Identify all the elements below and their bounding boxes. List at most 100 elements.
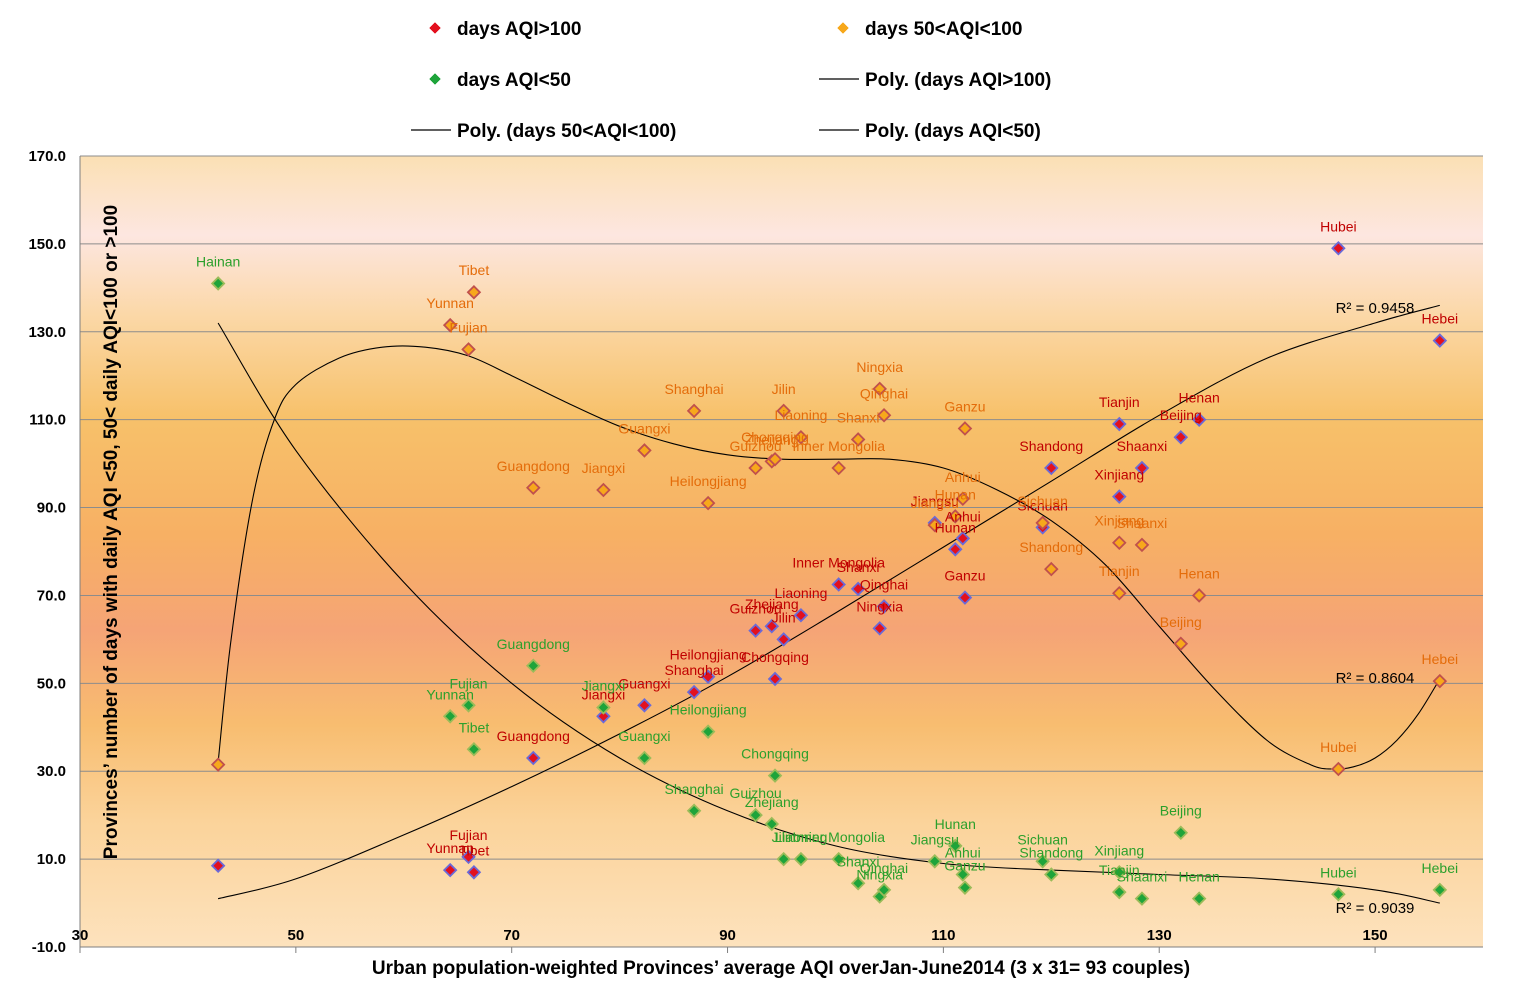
point-label: Beijing <box>1160 614 1202 630</box>
point-days-aqi-100-xinjiang <box>1112 489 1127 504</box>
point-label: Henan <box>1179 390 1220 406</box>
point-label: Jilin <box>772 829 796 845</box>
point-days-50-aqi-100-jiangsu <box>927 517 943 533</box>
point-label: Inner Mongolia <box>792 438 885 454</box>
point-days-aqi-100-jiangxi <box>596 709 611 724</box>
point-days-aqi-100-tianjin <box>1112 416 1127 432</box>
point-label: Ganzu <box>944 398 985 414</box>
point-days-aqi-100-qinghai <box>876 599 892 614</box>
x-tick-label: 50 <box>288 927 305 944</box>
legend-label: days 50<AQI<100 <box>865 19 1022 40</box>
point-days-aqi-100-hubei <box>1331 241 1346 256</box>
point-label: Hunan <box>935 816 976 832</box>
point-label: Shandong <box>1019 539 1083 555</box>
point-label: Shaanxi <box>1117 869 1168 885</box>
point-label: Hebei <box>1422 651 1459 667</box>
plot-area <box>80 156 1483 947</box>
y-tick-label: 90.0 <box>37 500 66 517</box>
point-days-aqi-100-shanghai <box>686 684 702 700</box>
point-label: Tianjin <box>1099 394 1140 410</box>
point-label: Jilin <box>772 609 796 625</box>
point-label: Tianjin <box>1099 862 1140 878</box>
legend-label: Poly. (days AQI>100) <box>865 70 1051 91</box>
trendline-poly-days-50-aqi-100 <box>217 345 1441 770</box>
point-label: Hainan <box>196 253 240 269</box>
point-label: Hubei <box>1320 739 1357 755</box>
point-label: Zhejiang <box>745 431 799 447</box>
point-label: Shanxi <box>837 853 880 869</box>
point-days-aqi-50-hebei <box>1432 882 1448 898</box>
point-label: Qinghai <box>860 860 908 876</box>
point-label: Jiangsu <box>911 495 959 511</box>
point-days-aqi-50-hubei <box>1331 886 1346 902</box>
y-axis-title: Provinces’ number of days with daily AQI… <box>101 205 122 859</box>
point-label: Tibet <box>459 842 490 858</box>
x-axis-ticks: 30 50 70 90 110 130 150 <box>72 927 1388 953</box>
point-days-aqi-50-zhejiang <box>764 816 780 832</box>
point-label: Fujian <box>449 827 487 843</box>
trendlines <box>217 304 1441 904</box>
point-label: Hebei <box>1422 311 1459 327</box>
point-label: Xinjiang <box>1094 842 1144 858</box>
point-days-50-aqi-100-shaanxi <box>1134 537 1150 553</box>
point-days-aqi-100-guangxi <box>637 698 652 713</box>
point-label: Anhui <box>945 844 981 860</box>
gridlines <box>79 155 1483 948</box>
y-tick-label: -10.0 <box>32 939 66 956</box>
point-days-50-aqi-100-hubei <box>1331 761 1346 777</box>
point-days-aqi-50-fujian <box>461 698 476 713</box>
trendline-poly-days-aqi-50 <box>217 322 1440 904</box>
point-label: Yunnan <box>426 295 474 311</box>
point-days-50-aqi-100-liaoning <box>793 429 809 445</box>
x-tick-label: 30 <box>72 927 89 944</box>
point-days-aqi-50-guangdong <box>526 658 541 674</box>
point-days-aqi-50-yunnan <box>442 709 458 724</box>
point-days-50-aqi-100-anhui <box>955 491 971 507</box>
point-days-aqi-100-zhejiang <box>764 618 780 634</box>
point-label: Ganzu <box>944 568 985 584</box>
point-label: Shanxi <box>837 559 880 575</box>
legend-label: Poly. (days AQI<50) <box>865 121 1041 142</box>
point-days-aqi-50-guizhou <box>748 807 763 823</box>
legend-marker-days-aqi-50 <box>428 72 442 86</box>
point-label: Jiangsu <box>911 831 959 847</box>
x-tick-label: 150 <box>1363 927 1388 944</box>
point-days-50-aqi-100-tibet <box>466 284 482 300</box>
point-label: Tianjin <box>1099 563 1140 579</box>
point-label: Guangdong <box>497 728 570 744</box>
point-label: Shanghai <box>664 781 723 797</box>
r2-label: R² = 0.9039 <box>1336 900 1415 917</box>
point-label: Guangdong <box>497 636 570 652</box>
legend-label: days AQI<50 <box>457 70 571 91</box>
point-label: Fujian <box>449 675 487 691</box>
point-days-aqi-100-guangdong <box>526 750 541 766</box>
point-days-aqi-50-tianjin <box>1112 884 1127 900</box>
point-label: Inner Mongolia <box>792 829 885 845</box>
point-days-50-aqi-100-fujian <box>461 342 476 357</box>
point-days-aqi-100-unlabeled <box>210 858 226 873</box>
point-label: Ningxia <box>856 359 903 375</box>
point-label: Sichuan <box>1017 497 1068 513</box>
point-days-aqi-50-inner-mongolia <box>831 851 846 867</box>
y-axis-ticks: -10.0 10.0 30.0 50.0 70.0 90.0 110.0 130.0 150.0… <box>28 148 66 956</box>
point-days-50-aqi-100-qinghai <box>876 407 892 423</box>
point-label: Shandong <box>1019 438 1083 454</box>
point-days-aqi-100-jilin <box>776 632 791 647</box>
point-label: Jiangxi <box>582 460 626 476</box>
point-days-aqi-50-beijing <box>1173 825 1189 841</box>
point-days-50-aqi-100-shanghai <box>686 403 702 419</box>
point-days-aqi-50-shandong <box>1044 867 1059 882</box>
point-days-50-aqi-100-beijing <box>1173 636 1189 652</box>
point-days-50-aqi-100-guizhou <box>748 460 763 476</box>
point-label: Guangxi <box>618 420 670 436</box>
y-tick-label: 50.0 <box>37 675 66 692</box>
legend: days AQI>100 days 50<AQI<100 days AQI<50 Po… <box>411 19 1051 142</box>
point-days-50-aqi-100-ganzu <box>957 421 973 436</box>
point-days-50-aqi-100-jiangxi <box>596 482 611 498</box>
point-days-50-aqi-100-heilongjiang <box>700 495 716 511</box>
point-days-50-aqi-100-tianjin <box>1112 585 1127 601</box>
point-days-aqi-100-hebei <box>1432 333 1448 348</box>
point-days-aqi-50-ganzu <box>957 880 973 895</box>
point-days-aqi-100-shandong <box>1044 460 1059 476</box>
point-days-aqi-50-jilin <box>776 851 791 867</box>
